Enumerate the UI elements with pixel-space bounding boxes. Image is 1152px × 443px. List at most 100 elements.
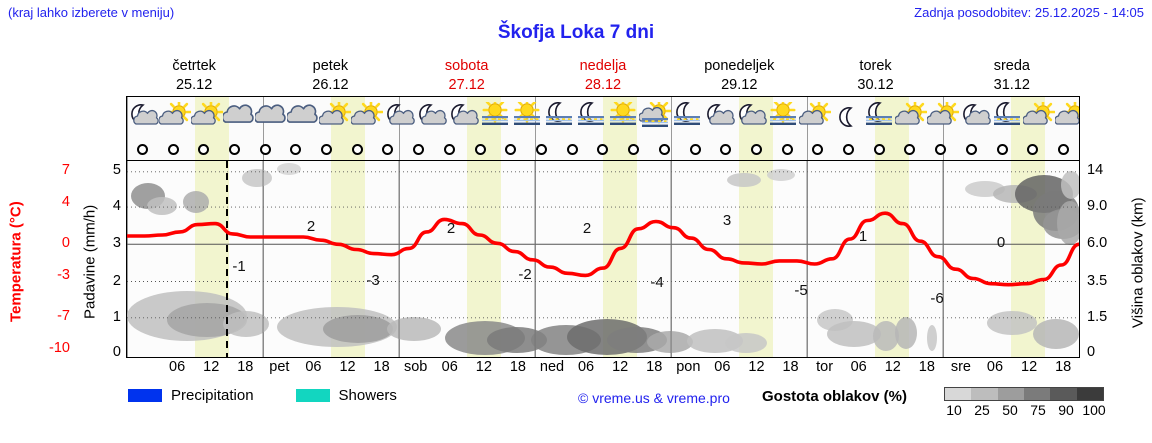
axis-tick: -10 [49, 340, 70, 357]
svg-text:0: 0 [997, 234, 1005, 251]
precipitation-legend-label: Precipitation [171, 387, 254, 404]
time-tick-8: sob [403, 359, 428, 375]
density-tick: 25 [974, 402, 990, 418]
day-header-3: nedelja 28.12 [535, 56, 671, 96]
hour-marker [987, 143, 1018, 155]
axis-tick: 9.0 [1087, 197, 1108, 214]
copyright-link[interactable]: © vreme.us & vreme.pro [578, 390, 730, 406]
svg-text:-3: -3 [366, 272, 379, 289]
precipitation-legend: Precipitation Showers [128, 387, 397, 404]
showers-legend-label: Showers [338, 387, 397, 404]
time-tick-19: 18 [782, 359, 799, 375]
svg-text:-4: -4 [650, 274, 663, 291]
sun-cloud-icon [799, 97, 831, 138]
sun-cloud-fog-icon [639, 97, 671, 138]
moon-fog-icon [863, 97, 895, 138]
cloud-icon [255, 97, 287, 138]
moon-fog-icon [575, 97, 607, 138]
temperature-axis-ticks: 7 4 0 -3 -7 -10 [30, 160, 74, 358]
axis-tick: 1.5 [1087, 309, 1108, 326]
cloudheight-axis-ticks: 14 9.0 6.0 3.5 1.5 0 [1084, 160, 1124, 361]
day-header-4: ponedeljek 29.12 [671, 56, 807, 96]
hour-marker [864, 143, 895, 155]
sun-cloud-icon [895, 97, 927, 138]
svg-text:-1: -1 [232, 258, 245, 275]
day-name: torek [859, 58, 892, 74]
sun-cloud-icon [319, 97, 351, 138]
hour-marker [127, 143, 158, 155]
chart-svg: 02-12-32-22-43-51-60 [127, 161, 1079, 357]
temperature-axis-title: Temperatura (°C) [7, 201, 25, 323]
hour-marker [373, 143, 404, 155]
hour-marker [741, 143, 772, 155]
day-name: nedelja [579, 58, 627, 74]
moon-cloud-icon [735, 97, 767, 138]
day-name: četrtek [172, 58, 216, 74]
density-step-0 [945, 388, 972, 400]
sun-fog-icon [479, 97, 511, 138]
hour-marker [956, 143, 987, 155]
time-tick-23: 18 [918, 359, 935, 375]
precipitation-axis-title: Padavine (mm/h) [81, 204, 99, 320]
day-header-6: sreda 31.12 [944, 56, 1080, 96]
sun-fog-icon [511, 97, 543, 138]
sun-cloud-icon [1055, 97, 1079, 138]
svg-text:3: 3 [723, 212, 731, 229]
time-tick-24: sre [950, 359, 971, 375]
time-tick-20: tor [816, 359, 834, 375]
hour-marker [495, 143, 526, 155]
time-tick-16: pon [676, 359, 701, 375]
time-tick-12: ned [539, 359, 565, 375]
precipitation-swatch [128, 389, 162, 402]
day-date: 30.12 [857, 77, 894, 93]
moon-cloud-icon [127, 97, 159, 138]
hour-marker [833, 143, 864, 155]
cloud-density-field [127, 163, 1079, 355]
axis-tick: -3 [57, 266, 70, 283]
day-date: 26.12 [312, 77, 349, 93]
hour-marker [649, 143, 680, 155]
time-tick-4: pet [269, 359, 290, 375]
time-tick-26: 12 [1021, 359, 1038, 375]
axis-tick: 14 [1087, 161, 1104, 178]
showers-swatch [295, 389, 330, 402]
density-tick: 75 [1030, 402, 1046, 418]
day-name: sreda [993, 58, 1030, 74]
day-date: 27.12 [448, 77, 485, 93]
svg-text:1: 1 [859, 228, 867, 245]
density-step-4 [1050, 388, 1077, 400]
day-header-strip: četrtek 25.12 petek 26.12 sobota 27.12 nedelja… [126, 56, 1080, 96]
last-updated-text: Zadnja posodobitev: 25.12.2025 - 14:05 [914, 5, 1144, 20]
hour-marker [250, 143, 281, 155]
time-tick-14: 12 [612, 359, 629, 375]
axis-tick: 2 [112, 272, 121, 289]
axis-tick: 0 [1087, 344, 1096, 361]
axis-tick: 3 [112, 235, 121, 252]
cloudheight-axis-title: Višina oblakov (km) [1129, 197, 1147, 329]
axis-tick: 5 [112, 161, 121, 178]
axis-tick: 4 [112, 197, 121, 214]
cloud-icon [287, 97, 319, 138]
svg-text:2: 2 [583, 220, 591, 237]
moon-icon [831, 97, 863, 138]
time-tick-21: 06 [850, 359, 867, 375]
day-date: 29.12 [721, 77, 758, 93]
axis-tick: 1 [112, 309, 121, 326]
sun-cloud-icon [191, 97, 223, 138]
hour-marker-row [127, 138, 1079, 160]
time-tick-5: 06 [305, 359, 322, 375]
hour-marker [219, 143, 250, 155]
svg-text:-6: -6 [930, 290, 943, 307]
day-header-1: petek 26.12 [262, 56, 398, 96]
time-tick-22: 12 [884, 359, 901, 375]
location-menu-note[interactable]: (kraj lahko izberete v meniju) [8, 5, 175, 20]
time-tick-15: 18 [646, 359, 663, 375]
time-tick-18: 12 [748, 359, 765, 375]
cloud-icon [223, 97, 255, 138]
axis-tick: 7 [61, 161, 70, 178]
hour-marker [465, 143, 496, 155]
hour-marker [618, 143, 649, 155]
axis-tick: 3.5 [1087, 272, 1108, 289]
cloud-density-label: Gostota oblakov (%) [762, 388, 908, 405]
sun-fog-icon [607, 97, 639, 138]
